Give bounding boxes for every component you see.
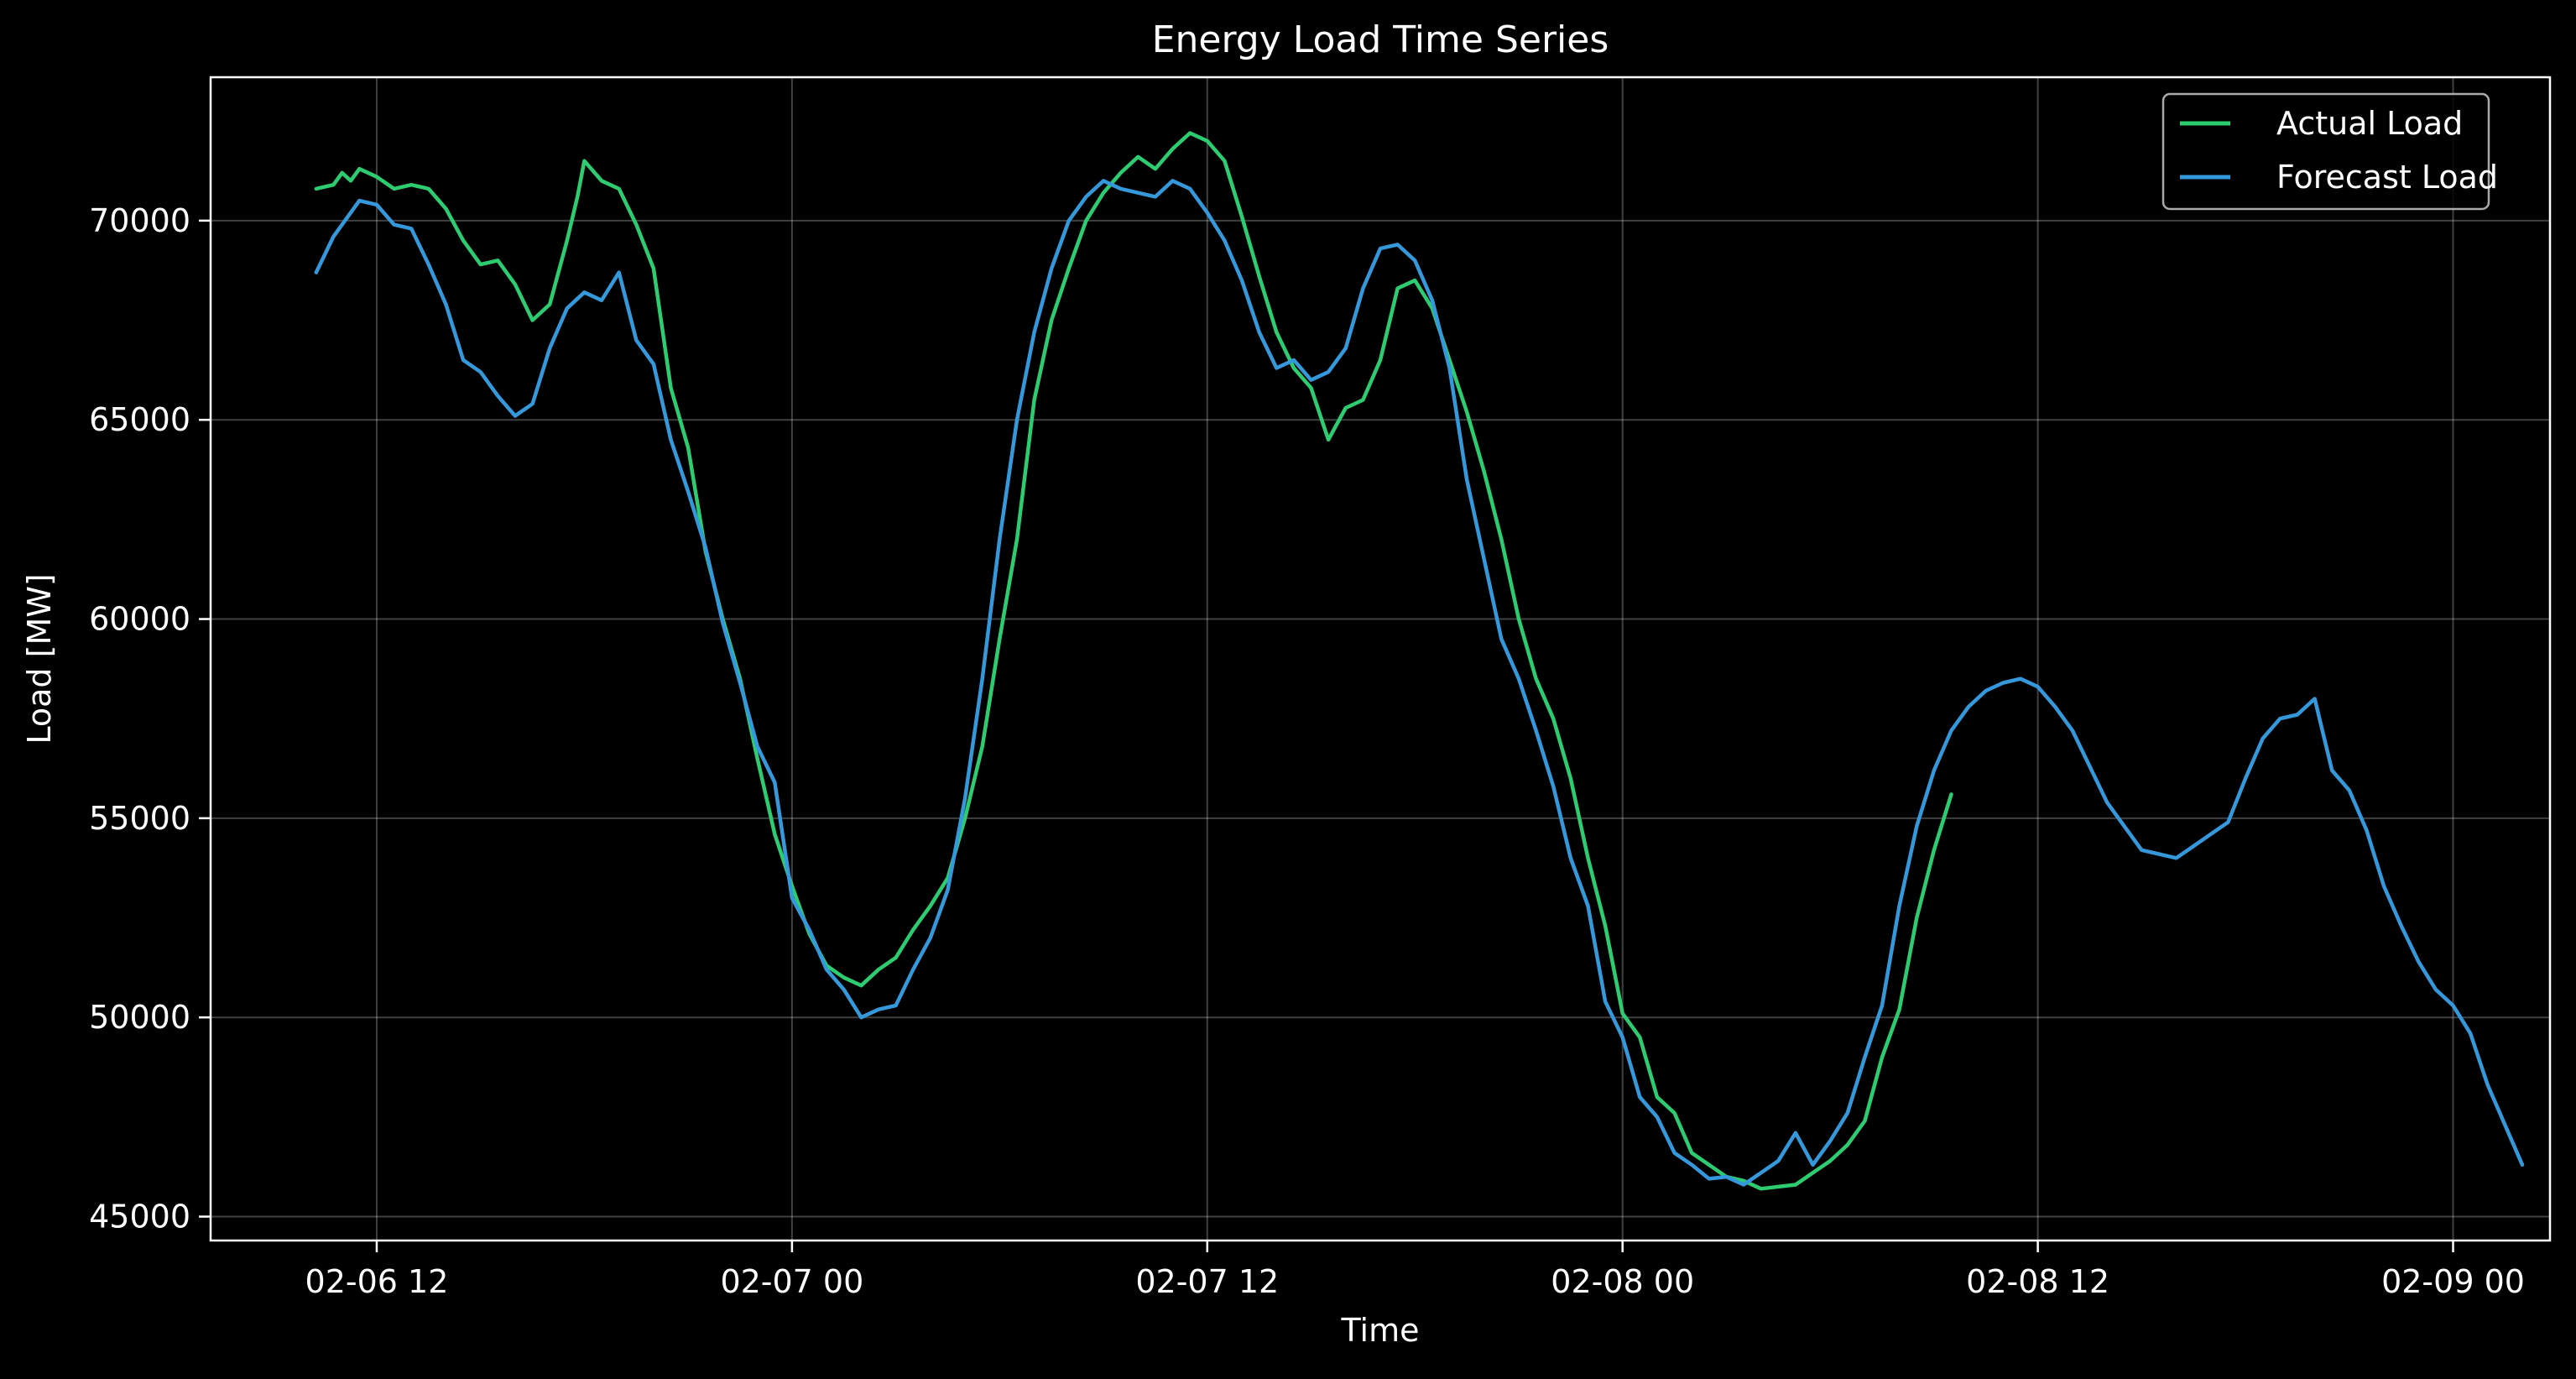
x-tick-label: 02-06 12 xyxy=(305,1263,449,1300)
y-tick-label: 50000 xyxy=(89,999,190,1036)
x-axis-ticks: 02-06 12 02-07 00 02-07 12 02-08 00 02-08 12… xyxy=(305,1241,2525,1300)
series-line-actual-load xyxy=(314,131,1953,1191)
series-line-forecast-load xyxy=(314,179,2525,1187)
x-tick-label: 02-08 12 xyxy=(1966,1263,2109,1300)
series-lines xyxy=(314,131,2525,1191)
legend-label-forecast: Forecast Load xyxy=(2276,159,2498,196)
grid xyxy=(211,77,2550,1241)
y-tick-label: 45000 xyxy=(89,1199,190,1235)
legend: Actual Load Forecast Load xyxy=(2161,92,2498,211)
plot-frame xyxy=(209,76,2552,1242)
y-tick-label: 65000 xyxy=(89,401,190,438)
legend-box xyxy=(2161,92,2490,211)
y-axis-ticks: 45000 50000 55000 60000 65000 70000 xyxy=(89,202,211,1235)
x-tick-label: 02-08 00 xyxy=(1551,1263,1694,1300)
x-tick-label: 02-07 12 xyxy=(1135,1263,1279,1300)
y-tick-label: 70000 xyxy=(89,202,190,239)
x-axis-label: Time xyxy=(1341,1312,1420,1349)
y-tick-label: 55000 xyxy=(89,800,190,837)
chart-title: Energy Load Time Series xyxy=(1152,18,1609,61)
legend-label-actual: Actual Load xyxy=(2276,105,2463,142)
y-axis-label: Load [MW] xyxy=(21,573,58,744)
x-tick-label: 02-09 00 xyxy=(2381,1263,2525,1300)
x-tick-label: 02-07 00 xyxy=(720,1263,863,1300)
y-tick-label: 60000 xyxy=(89,601,190,638)
